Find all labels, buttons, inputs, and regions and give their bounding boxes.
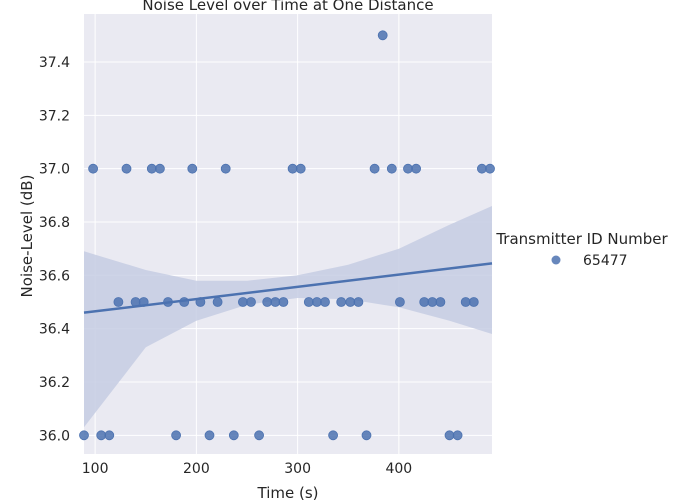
data-point — [444, 430, 455, 441]
regression-line — [83, 262, 493, 314]
data-point — [328, 430, 339, 441]
y-tick-label: 36.0 — [39, 428, 70, 444]
y-tick-label: 37.0 — [39, 162, 70, 178]
data-point — [476, 163, 487, 174]
data-point — [485, 163, 495, 174]
data-point — [79, 430, 89, 441]
y-tick-label: 36.2 — [39, 375, 70, 391]
data-point — [427, 297, 438, 307]
x-tick-label: 200 — [183, 461, 210, 477]
data-point — [262, 297, 273, 307]
data-point — [121, 163, 132, 174]
data-point — [336, 297, 347, 307]
data-point — [353, 297, 364, 307]
data-point — [237, 297, 248, 307]
y-tick-label: 37.4 — [39, 55, 70, 71]
data-point — [369, 163, 380, 174]
x-tick-label: 300 — [284, 461, 311, 477]
chart-title: Noise Level over Time at One Distance — [142, 0, 433, 14]
legend-marker — [551, 255, 561, 265]
data-point — [163, 297, 173, 307]
legend-label: 65477 — [583, 253, 628, 269]
data-point — [96, 430, 107, 441]
data-point — [460, 297, 471, 307]
legend-title: Transmitter ID Number — [495, 230, 668, 248]
data-point — [146, 163, 157, 174]
data-points — [79, 30, 495, 441]
regression-line-group — [83, 262, 493, 314]
data-point — [212, 297, 223, 307]
data-point — [320, 297, 330, 307]
data-point — [138, 297, 149, 307]
data-point — [394, 297, 405, 307]
data-point — [88, 163, 98, 174]
y-axis-title: Noise-Level (dB) — [18, 175, 36, 298]
confidence-band — [84, 206, 492, 428]
data-point — [303, 297, 314, 307]
data-point — [419, 297, 430, 307]
data-point — [154, 163, 165, 174]
data-point — [468, 297, 479, 307]
x-axis-title: Time (s) — [257, 484, 319, 500]
data-point — [220, 163, 231, 174]
data-point — [254, 430, 265, 441]
data-point — [246, 297, 256, 307]
data-point — [113, 297, 124, 307]
data-point — [195, 297, 206, 307]
data-point — [386, 163, 397, 174]
y-tick-label: 37.2 — [39, 108, 70, 124]
legend: Transmitter ID Number 65477 — [495, 230, 668, 269]
plot-background — [84, 14, 492, 454]
data-point — [187, 163, 198, 174]
data-point — [287, 163, 298, 174]
y-tick-label: 36.6 — [39, 268, 70, 284]
x-tick-label: 400 — [385, 461, 412, 477]
data-point — [403, 163, 413, 174]
confidence-band-area — [84, 206, 492, 428]
data-point — [171, 430, 182, 441]
data-point — [411, 163, 422, 174]
y-tick-label: 36.8 — [39, 215, 70, 231]
data-point — [377, 30, 388, 41]
data-point — [452, 430, 463, 441]
data-point — [435, 297, 446, 307]
y-tick-label: 36.4 — [39, 322, 70, 338]
data-point — [179, 297, 190, 307]
data-point — [311, 297, 322, 307]
data-point — [228, 430, 239, 441]
x-tick-label: 100 — [82, 461, 109, 477]
data-point — [361, 430, 372, 441]
x-tick-labels: 100 200 300 400 — [82, 461, 412, 477]
y-tick-labels: 36.0 36.2 36.4 36.6 36.8 37.0 37.2 37.4 — [39, 55, 70, 444]
data-point — [270, 297, 281, 307]
data-point — [345, 297, 356, 307]
data-point — [104, 430, 115, 441]
data-point — [204, 430, 215, 441]
data-point — [295, 163, 306, 174]
data-point — [278, 297, 289, 307]
data-point — [130, 297, 141, 307]
